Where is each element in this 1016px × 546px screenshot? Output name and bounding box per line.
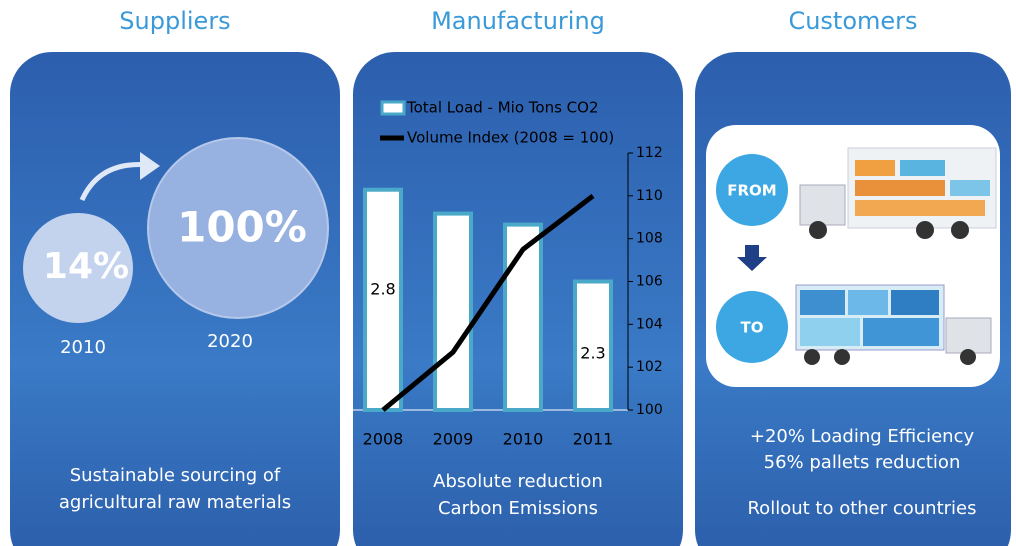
cargo (891, 290, 939, 315)
wheel (960, 349, 976, 365)
cargo (855, 200, 985, 216)
circle-label: 100% (177, 203, 307, 252)
cargo (855, 160, 895, 176)
legend-label: Total Load - Mio Tons CO2 (406, 99, 599, 117)
bar (435, 214, 471, 410)
caption: agricultural raw materials (59, 492, 291, 513)
cargo (800, 318, 860, 346)
y2-tick-label: 102 (636, 359, 663, 375)
x-tick-label: 2010 (503, 430, 544, 449)
year-label: 2010 (60, 337, 106, 358)
wheel (916, 221, 934, 239)
y2-tick-label: 108 (636, 231, 663, 247)
infographic: Suppliers Manufacturing Customers 14% 10… (0, 0, 1016, 546)
y2-tick-label: 100 (636, 402, 663, 418)
caption: +20% Loading Efficiency (750, 426, 975, 447)
y2-tick-label: 110 (636, 188, 663, 204)
caption: 56% pallets reduction (764, 452, 961, 473)
y2-tick-label: 106 (636, 274, 663, 290)
panel-title: Suppliers (119, 7, 230, 35)
badge-label: TO (741, 319, 764, 337)
wheel (804, 349, 820, 365)
value-label: 2.3 (580, 343, 605, 362)
caption: Carbon Emissions (438, 498, 598, 519)
cab (946, 318, 991, 353)
x-tick-label: 2008 (363, 430, 404, 449)
cargo (855, 180, 945, 196)
panel-title: Manufacturing (431, 7, 605, 35)
year-label: 2020 (207, 331, 253, 352)
panel-title: Customers (788, 7, 917, 35)
cargo (950, 180, 990, 196)
caption: Absolute reduction (433, 471, 603, 492)
legend-swatch (382, 102, 404, 114)
y2-tick-label: 104 (636, 316, 663, 332)
x-tick-label: 2011 (573, 430, 614, 449)
bar (365, 190, 401, 410)
caption: Rollout to other countries (747, 498, 976, 519)
badge-label: FROM (727, 182, 776, 200)
cargo (848, 290, 888, 315)
circle-label: 14% (43, 246, 129, 287)
cargo (863, 318, 939, 346)
cab (800, 185, 845, 225)
wheel (834, 349, 850, 365)
value-label: 2.8 (370, 279, 395, 298)
wheel (809, 221, 827, 239)
legend-label: Volume Index (2008 = 100) (407, 129, 614, 147)
y2-tick-label: 112 (636, 145, 663, 161)
wheel (951, 221, 969, 239)
cargo (800, 290, 845, 315)
caption: Sustainable sourcing of (70, 465, 281, 486)
x-tick-label: 2009 (433, 430, 474, 449)
cargo (900, 160, 945, 176)
